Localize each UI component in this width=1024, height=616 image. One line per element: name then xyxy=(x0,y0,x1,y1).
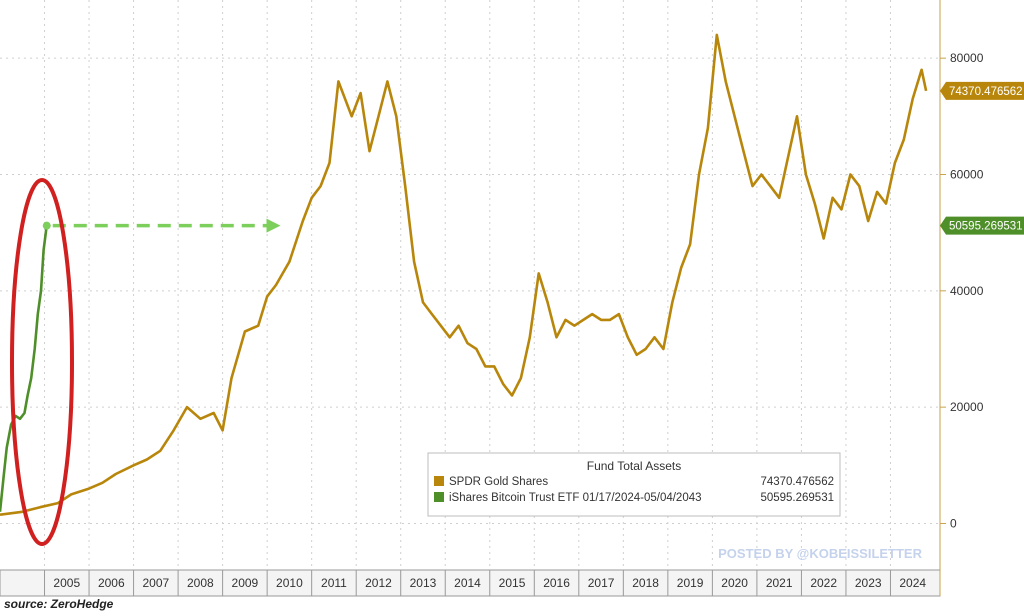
x-tick-label: 2013 xyxy=(410,576,437,590)
legend: Fund Total Assets SPDR Gold Shares 74370.4… xyxy=(427,452,841,517)
x-tick-label: 2015 xyxy=(499,576,526,590)
legend-series-value: 50595.269531 xyxy=(760,492,834,504)
x-tick-label: 2016 xyxy=(543,576,570,590)
x-tick-label: 2012 xyxy=(365,576,392,590)
x-tick-label: 2008 xyxy=(187,576,214,590)
legend-swatch xyxy=(434,476,444,486)
y-tick-label: 0 xyxy=(950,516,957,530)
annotations xyxy=(10,178,281,546)
legend-swatch xyxy=(434,492,444,502)
x-tick-label: 2010 xyxy=(276,576,303,590)
bitcoin-value-tag xyxy=(940,216,1024,235)
legend-series-name: iShares Bitcoin Trust ETF 01/17/2024-05/… xyxy=(449,492,702,504)
x-tick-label: 2018 xyxy=(632,576,659,590)
x-tick-label: 2005 xyxy=(53,576,80,590)
x-tick-label: 2019 xyxy=(677,576,704,590)
bitcoin-value-label: 50595.269531 xyxy=(949,221,1023,233)
series-lines xyxy=(0,33,928,516)
gold-value-label: 74370.476562 xyxy=(949,86,1023,98)
x-tick-label: 2022 xyxy=(810,576,837,590)
x-axis-strip xyxy=(0,569,941,597)
x-tick-label: 2009 xyxy=(232,576,259,590)
legend-box xyxy=(427,452,841,517)
x-tick-label: 2007 xyxy=(142,576,169,590)
watermark: POSTED BY @KOBEISSILETTER xyxy=(718,546,922,561)
x-tick-label: 2020 xyxy=(721,576,748,590)
y-tick-label: 60000 xyxy=(950,167,984,181)
y-tick-label: 40000 xyxy=(950,284,984,298)
x-axis: 2005 2006 2007 2008 2009 2010 2011 2012 2013 2014… xyxy=(0,569,941,597)
gold-series-line xyxy=(0,33,928,516)
x-tick-label: 2014 xyxy=(454,576,481,590)
x-tick-label: 2023 xyxy=(855,576,882,590)
y-axis: 0 20000 40000 60000 80000 74370.476562 50595.2… xyxy=(939,0,1024,596)
highlight-ellipse xyxy=(10,178,74,546)
bitcoin-series-line xyxy=(0,225,48,512)
source-note: source: ZeroHedge xyxy=(4,597,114,611)
x-tick-label: 2011 xyxy=(321,576,347,590)
legend-title: Fund Total Assets xyxy=(587,459,682,473)
legend-series-value: 74370.476562 xyxy=(760,476,834,488)
legend-series-name: SPDR Gold Shares xyxy=(449,476,548,488)
x-tick-label: 2024 xyxy=(899,576,926,590)
gold-value-tag xyxy=(940,81,1024,100)
x-tick-label: 2017 xyxy=(588,576,615,590)
x-tick-label: 2006 xyxy=(98,576,125,590)
y-tick-label: 80000 xyxy=(950,51,984,65)
x-tick-label: 2021 xyxy=(766,576,793,590)
arrow-start-dot xyxy=(42,221,51,230)
arrow-head xyxy=(266,218,281,233)
y-tick-label: 20000 xyxy=(950,400,984,414)
